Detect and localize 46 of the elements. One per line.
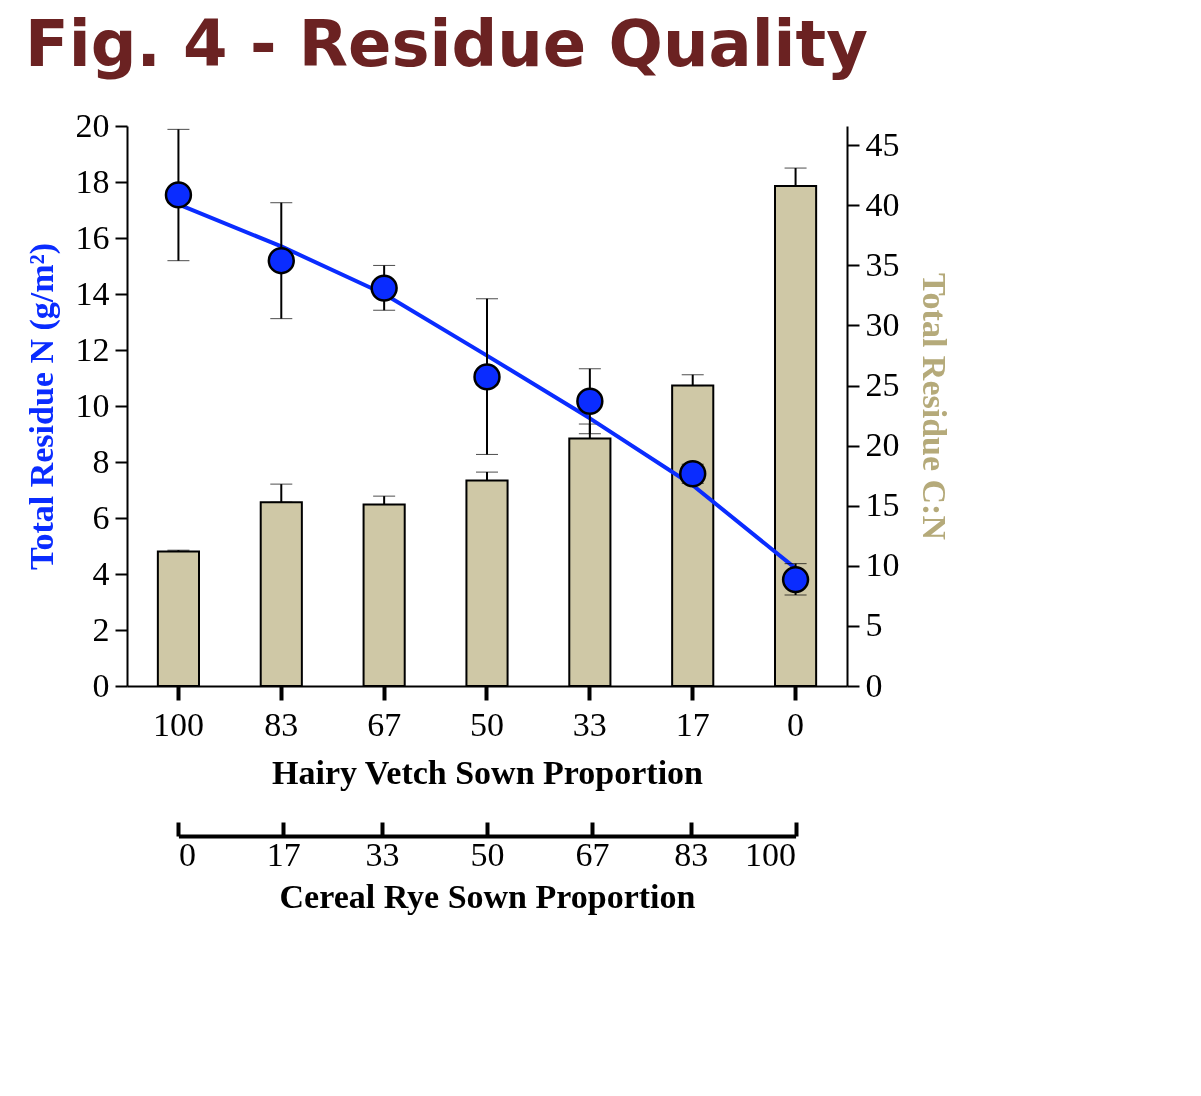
x2-tick-label: 33 bbox=[365, 835, 400, 873]
y-tick-label: 16 bbox=[75, 218, 110, 256]
y-tick-label: 8 bbox=[92, 442, 110, 480]
y2-tick-label: 35 bbox=[865, 245, 900, 283]
point bbox=[473, 363, 501, 391]
y-tick-label: 20 bbox=[75, 106, 110, 144]
y-tick-label: 4 bbox=[92, 554, 110, 592]
y2-tick-label: 40 bbox=[865, 185, 900, 223]
y2-axis-title: Total Residue C:N bbox=[915, 273, 953, 541]
x-axis-title: Hairy Vetch Sown Proportion bbox=[271, 753, 704, 791]
y2-tick-label: 45 bbox=[865, 125, 900, 163]
x-tick-label: 100 bbox=[152, 705, 204, 743]
y2-tick-label: 30 bbox=[865, 305, 900, 343]
x-tick-label: 17 bbox=[675, 705, 710, 743]
point bbox=[370, 274, 398, 302]
y2-tick-label: 15 bbox=[865, 486, 900, 524]
y-tick-label: 2 bbox=[92, 610, 110, 648]
point bbox=[679, 460, 707, 488]
x-tick-label: 0 bbox=[787, 705, 805, 743]
y2-tick-label: 25 bbox=[865, 366, 900, 404]
x2-tick-label: 0 bbox=[178, 835, 196, 873]
y-tick-label: 6 bbox=[92, 498, 110, 536]
y-tick-label: 10 bbox=[75, 386, 110, 424]
y2-tick-label: 5 bbox=[865, 606, 883, 644]
x2-tick-label: 50 bbox=[470, 835, 505, 873]
point bbox=[576, 387, 604, 415]
y-tick-label: 18 bbox=[75, 162, 110, 200]
x-tick-label: 33 bbox=[572, 705, 607, 743]
y-tick-label: 14 bbox=[75, 274, 110, 312]
x2-tick-label: 100 bbox=[745, 835, 797, 873]
x-tick-label: 50 bbox=[470, 705, 504, 743]
x-tick-label: 83 bbox=[264, 705, 299, 743]
y-tick-label: 12 bbox=[75, 330, 110, 368]
x-tick-label: 67 bbox=[367, 705, 402, 743]
x2-axis-title: Cereal Rye Sown Proportion bbox=[279, 877, 696, 915]
y-tick-label: 0 bbox=[92, 666, 110, 704]
x2-tick-label: 83 bbox=[674, 835, 709, 873]
point bbox=[267, 247, 295, 275]
y2-tick-label: 20 bbox=[865, 426, 900, 464]
y-axis-title: Total Residue N (g/m²) bbox=[22, 242, 61, 571]
x2-tick-label: 17 bbox=[266, 835, 301, 873]
x2-tick-label: 67 bbox=[575, 835, 610, 873]
chart-title: Fig. 4 - Residue Quality bbox=[25, 7, 868, 81]
y2-tick-label: 10 bbox=[865, 546, 900, 584]
y2-tick-label: 0 bbox=[865, 666, 883, 704]
point bbox=[164, 181, 193, 209]
